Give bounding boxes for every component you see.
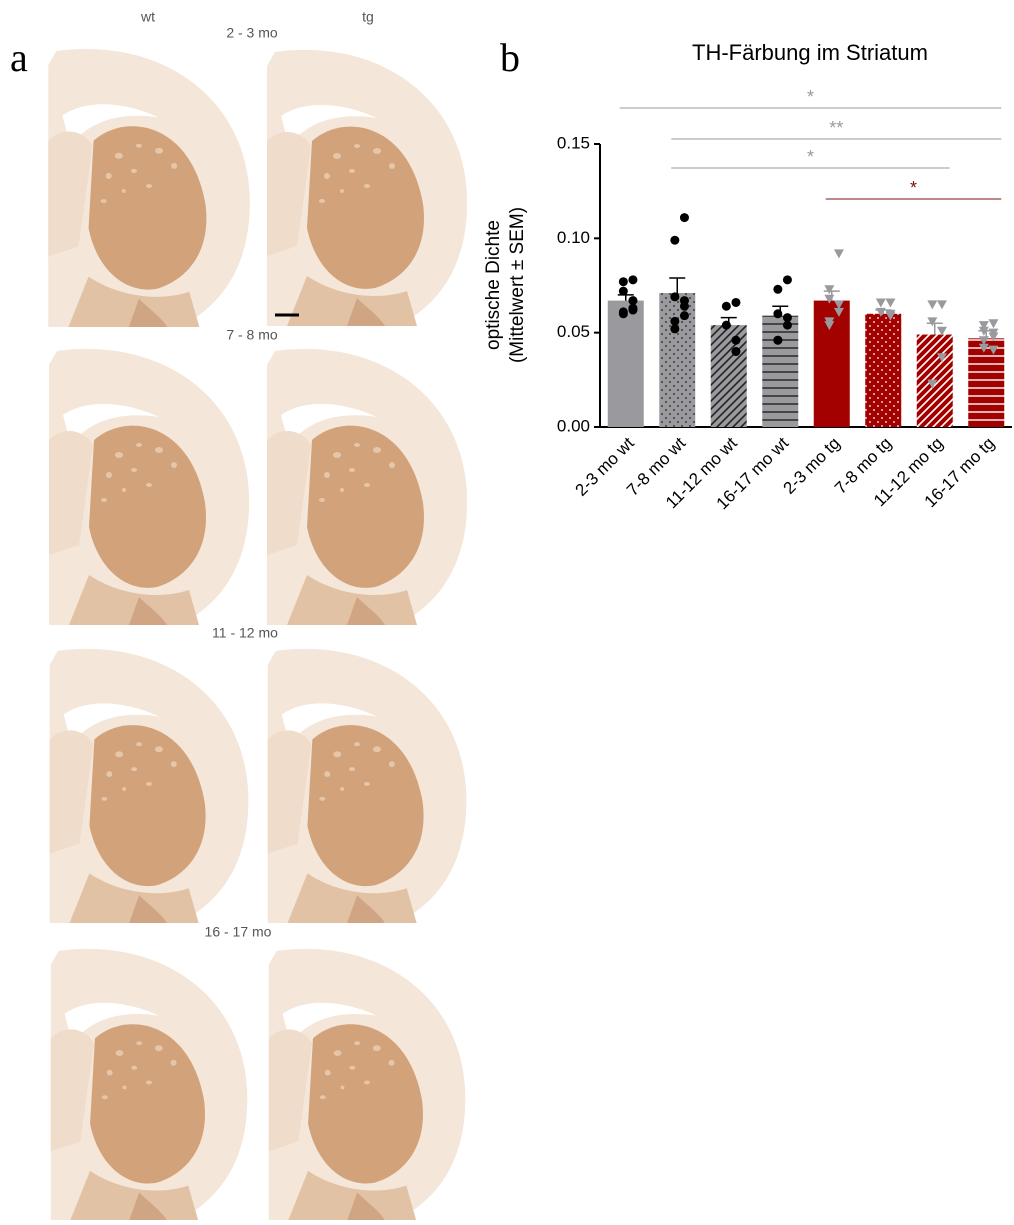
data-point: [628, 275, 637, 284]
brain-section: [268, 649, 467, 923]
y-tick-label: 0.10: [557, 228, 590, 247]
chart-title: TH-Färbung im Striatum: [692, 40, 928, 65]
data-point: [680, 311, 689, 320]
data-point: [885, 298, 895, 307]
data-point: [927, 317, 937, 326]
data-point: [824, 285, 834, 294]
data-point: [783, 275, 792, 284]
data-point: [670, 292, 679, 301]
row-label: 2 - 3 mo: [226, 25, 278, 41]
data-point: [731, 336, 740, 345]
data-point: [834, 249, 844, 258]
data-point: [670, 236, 679, 245]
data-point: [773, 309, 782, 318]
data-point: [628, 306, 637, 315]
bar: [711, 325, 747, 427]
data-point: [876, 298, 886, 307]
brain-section: [50, 649, 249, 923]
bar: [865, 314, 901, 427]
y-tick-label: 0.00: [557, 416, 590, 435]
column-label: wt: [140, 9, 155, 25]
data-point: [937, 300, 947, 309]
row-label: 11 - 12 mo: [212, 625, 278, 641]
significance-label: *: [807, 147, 814, 167]
data-point: [731, 347, 740, 356]
bar: [608, 301, 644, 427]
data-point: [619, 287, 628, 296]
data-point: [937, 327, 947, 336]
data-point: [731, 298, 740, 307]
bar: [659, 293, 695, 427]
brain-section: [267, 349, 467, 625]
panel-label: a: [10, 35, 28, 80]
significance-label: *: [910, 178, 917, 198]
figure: a wt tg 2 - 3 mo 7 - 8 mo 11 - 12 mo 16 …: [0, 0, 1014, 1220]
y-axis-label: (Mittelwert ± SEM): [507, 207, 528, 363]
row-label: 16 - 17 mo: [205, 924, 272, 940]
brain-section: [48, 49, 250, 327]
data-point: [680, 213, 689, 222]
brain-section: [267, 50, 467, 326]
column-label: tg: [362, 9, 374, 25]
y-tick-label: 0.15: [557, 133, 590, 152]
data-point: [619, 277, 628, 286]
data-point: [773, 336, 782, 345]
significance-label: **: [829, 118, 843, 138]
data-point: [773, 285, 782, 294]
data-point: [722, 321, 731, 330]
data-point: [783, 321, 792, 330]
data-point: [927, 300, 937, 309]
brain-section: [51, 949, 248, 1220]
data-point: [722, 302, 731, 311]
bar: [762, 316, 798, 427]
significance-label: *: [807, 87, 814, 107]
y-axis-label: optische Dichte: [483, 220, 504, 350]
data-point: [680, 302, 689, 311]
error-bar: [669, 278, 685, 293]
row-label: 7 - 8 mo: [226, 327, 278, 343]
data-point: [619, 309, 628, 318]
panel-label: b: [500, 35, 520, 80]
panel-a: a wt tg 2 - 3 mo 7 - 8 mo 11 - 12 mo 16 …: [10, 9, 467, 1220]
data-point: [670, 324, 679, 333]
data-point: [988, 319, 998, 328]
bar: [968, 338, 1004, 427]
y-tick-label: 0.05: [557, 322, 590, 341]
brain-section: [269, 949, 466, 1220]
brain-section: [49, 349, 249, 625]
